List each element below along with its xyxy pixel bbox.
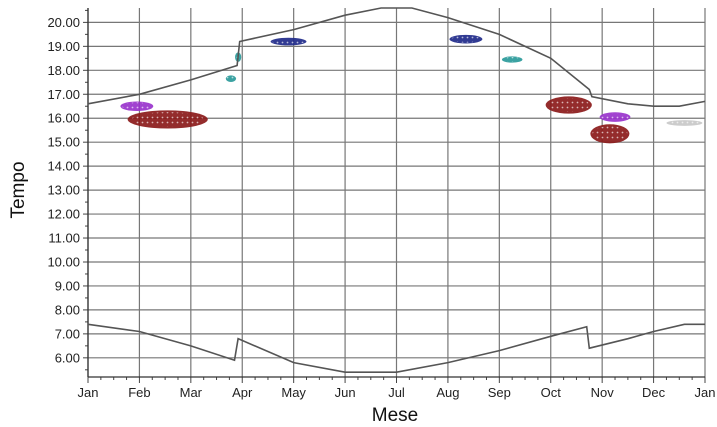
- y-tick-label: 19.00: [47, 39, 80, 54]
- y-tick-label: 8.00: [55, 302, 80, 317]
- x-tick-label: May: [281, 385, 306, 400]
- cluster-texture: [226, 76, 236, 82]
- cluster-texture: [668, 120, 701, 126]
- point-cluster: [599, 112, 631, 122]
- point-cluster: [501, 56, 523, 63]
- data-clusters: [120, 34, 703, 144]
- x-tick-label: Aug: [436, 385, 459, 400]
- y-tick-label: 15.00: [47, 135, 80, 150]
- x-tick-label: Feb: [128, 385, 150, 400]
- x-tick-label: Jan: [695, 385, 716, 400]
- point-cluster: [590, 124, 630, 144]
- point-cluster: [225, 75, 237, 83]
- point-cluster: [120, 101, 154, 112]
- point-cluster: [270, 37, 307, 46]
- y-tick-label: 11.00: [48, 231, 80, 246]
- x-axis-title: Mese: [372, 405, 418, 426]
- x-tick-label: Dec: [642, 385, 666, 400]
- point-cluster: [449, 34, 483, 44]
- x-tick-label: Sep: [488, 385, 511, 400]
- cluster-texture: [547, 98, 590, 112]
- y-tick-labels: 6.00 7.00 8.00 9.00 10.00 11.00 12.00 13.00 14.0…: [47, 15, 80, 365]
- cluster-texture: [601, 113, 629, 121]
- cluster-texture: [122, 102, 152, 111]
- cluster-texture: [451, 35, 481, 43]
- y-tick-label: 13.00: [47, 183, 80, 198]
- x-tick-label: Oct: [541, 385, 562, 400]
- point-cluster: [545, 96, 592, 114]
- x-tick-label: Mar: [180, 385, 203, 400]
- y-tick-label: 18.00: [47, 63, 80, 78]
- y-tick-label: 10.00: [47, 254, 80, 269]
- cluster-texture: [592, 126, 628, 142]
- x-tick-label: Jan: [78, 385, 99, 400]
- y-tick-label: 6.00: [55, 350, 80, 365]
- curve-lines: [87, 7, 706, 373]
- y-axis-title: Tempo: [8, 161, 29, 218]
- cluster-texture: [272, 38, 305, 45]
- axes: [83, 8, 706, 383]
- series-line: [87, 7, 706, 107]
- x-tick-label: Nov: [591, 385, 615, 400]
- x-tick-label: Jul: [388, 385, 405, 400]
- x-tick-label: Apr: [232, 385, 253, 400]
- y-tick-label: 12.00: [47, 207, 80, 222]
- y-tick-label: 14.00: [47, 159, 80, 174]
- point-cluster: [666, 120, 703, 126]
- y-tick-label: 20.00: [47, 15, 80, 30]
- cluster-texture: [131, 112, 204, 127]
- x-tick-labels: Jan Feb Mar Apr May Jun Jul Aug Sep Oct Nov Dec Jan: [78, 385, 716, 400]
- x-tick-label: Jun: [335, 385, 356, 400]
- series-line: [87, 323, 705, 373]
- y-tick-label: 17.00: [47, 87, 80, 102]
- cluster-texture: [502, 57, 522, 63]
- point-cluster: [127, 110, 208, 129]
- grid-lines: [87, 8, 706, 377]
- y-tick-label: 9.00: [55, 278, 80, 293]
- y-tick-label: 7.00: [55, 326, 80, 341]
- y-tick-label: 16.00: [47, 111, 80, 126]
